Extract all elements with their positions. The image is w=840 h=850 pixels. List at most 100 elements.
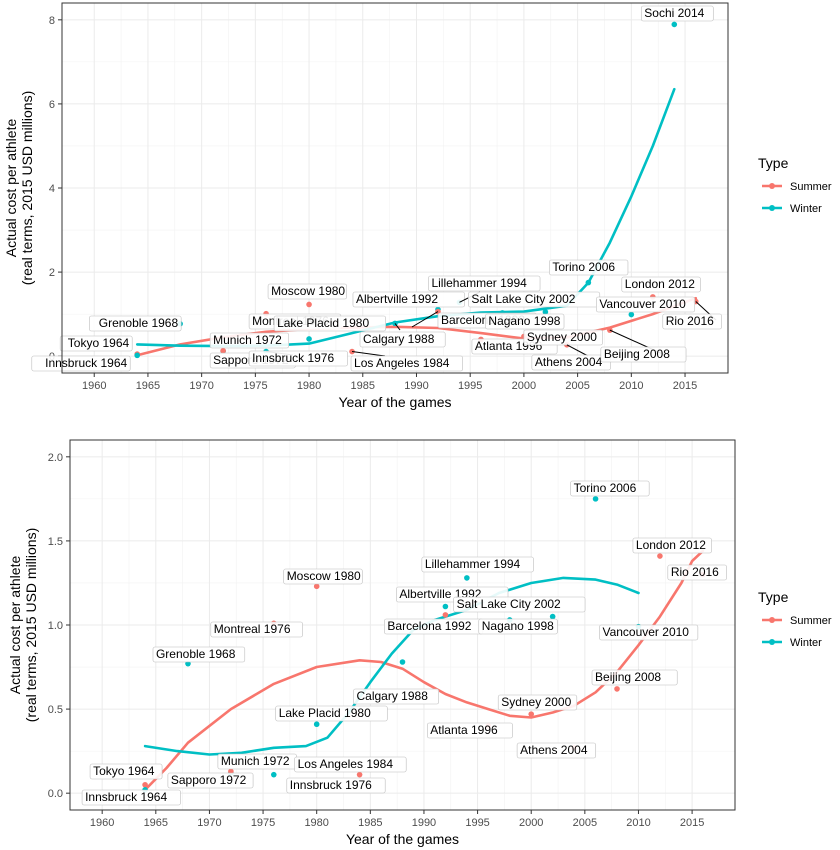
label-box-beijing-2008 [600, 346, 687, 363]
x-tick-label: 1985 [358, 817, 382, 829]
legend-label-winter: Winter [790, 637, 822, 649]
point-torino-2006 [585, 279, 592, 286]
point-label-los-angeles-1984: Los Angeles 1984 [354, 356, 450, 370]
point-label-innsbruck-1976: Innsbruck 1976 [290, 778, 372, 792]
point-label-los-angeles-1984: Los Angeles 1984 [298, 757, 394, 771]
point-label-rio-2016: Rio 2016 [666, 314, 714, 328]
point-label-torino-2006: Torino 2006 [574, 481, 637, 495]
point-label-sochi-2014: Sochi 2014 [644, 6, 704, 20]
y-tick-label: 0.0 [48, 788, 63, 800]
point-lake-placid-1980 [313, 721, 320, 728]
point-label-calgary-1988: Calgary 1988 [357, 689, 429, 703]
point-tokyo-1964 [142, 781, 148, 788]
x-tick-label: 1995 [465, 817, 489, 829]
x-tick-label: 1970 [197, 817, 221, 829]
point-label-lillehammer-1994: Lillehammer 1994 [425, 557, 521, 571]
point-london-2012 [657, 553, 663, 559]
x-axis-title: Year of the games [338, 394, 451, 410]
label-box-grenoble-1968 [89, 315, 182, 332]
point-beijing-2008 [614, 686, 620, 692]
label-box-london-2012 [632, 537, 712, 554]
legend-label-summer: Summer [790, 615, 832, 627]
point-label-vancouver-2010: Vancouver 2010 [602, 625, 689, 639]
point-label-innsbruck-1964: Innsbruck 1964 [85, 790, 167, 804]
y-axis-title-line-1: Actual cost per athlete [7, 556, 23, 695]
label-box-sapporo-1972 [167, 772, 254, 789]
x-tick-label: 1960 [82, 380, 106, 392]
x-tick-label: 2015 [680, 817, 704, 829]
leader-line-athens-2004 [566, 344, 589, 357]
label-box-munich-1972 [209, 332, 290, 349]
legend-key-point-winter [769, 639, 775, 645]
y-tick-label: 6 [49, 99, 55, 111]
label-box-beijing-2008 [591, 669, 678, 686]
y-axis-title-line-2: (real terms, 2015 USD millions) [23, 528, 39, 723]
label-box-rio-2016 [667, 564, 727, 581]
point-salt-lake-city-2002 [549, 613, 556, 620]
point-label-rio-2016: Rio 2016 [671, 565, 719, 579]
point-albertville-1992 [442, 603, 449, 610]
leader-line-los-angeles-1984 [351, 351, 386, 357]
legend-label-summer: Summer [790, 181, 832, 193]
x-tick-label: 1975 [251, 817, 275, 829]
x-tick-label: 2000 [519, 817, 543, 829]
label-box-montreal-1976 [210, 621, 303, 638]
point-lillehammer-1994 [464, 575, 470, 581]
point-label-innsbruck-1964: Innsbruck 1964 [45, 356, 127, 370]
x-tick-label: 2015 [673, 380, 697, 392]
point-label-nagano-1998: Nagano 1998 [488, 314, 560, 328]
point-label-lake-placid-1980: Lake Placid 1980 [279, 706, 371, 720]
label-box-calgary-1988 [353, 688, 439, 705]
point-label-albertville-1992: Albertville 1992 [356, 292, 438, 306]
legend-key-point-winter [769, 205, 775, 211]
y-axis-title-line-2: (real terms, 2015 USD millions) [19, 91, 35, 286]
x-tick-label: 2000 [512, 380, 536, 392]
label-box-moscow-1980 [283, 568, 363, 585]
point-lake-placid-1980 [306, 336, 312, 342]
label-box-moscow-1980 [267, 283, 347, 300]
label-box-atlanta-1996 [427, 722, 513, 739]
x-tick-label: 1965 [144, 817, 168, 829]
point-calgary-1988 [399, 659, 406, 665]
label-box-sydney-2000 [523, 329, 603, 346]
label-box-salt-lake-city-2002 [453, 596, 586, 613]
y-tick-label: 1.0 [48, 620, 63, 632]
point-label-montreal-1976: Montreal 1976 [214, 622, 291, 636]
y-tick-label: 0.5 [48, 704, 63, 716]
x-tick-label: 1995 [458, 380, 482, 392]
legend-title: Type [758, 589, 789, 605]
y-tick-label: 1.5 [48, 536, 63, 548]
point-label-lake-placid-1980: Lake Placid 1980 [277, 316, 369, 330]
point-label-athens-2004: Athens 2004 [535, 355, 603, 369]
label-box-innsbruck-1964 [31, 355, 131, 372]
smooth-line-summer [143, 549, 705, 792]
y-tick-label: 2 [49, 267, 55, 279]
point-label-grenoble-1968: Grenoble 1968 [99, 316, 179, 330]
legend-key-point-summer [769, 617, 775, 623]
point-label-sydney-2000: Sydney 2000 [527, 330, 597, 344]
point-salt-lake-city-2002 [542, 309, 549, 315]
label-box-athens-2004 [516, 742, 597, 759]
x-tick-label: 1985 [351, 380, 375, 392]
point-label-torino-2006: Torino 2006 [552, 260, 615, 274]
point-label-moscow-1980: Moscow 1980 [287, 569, 361, 583]
y-tick-label: 2.0 [48, 452, 63, 464]
point-label-salt-lake-city-2002: Salt Lake City 2002 [457, 597, 561, 611]
x-tick-label: 1980 [297, 380, 321, 392]
bottom-panel-zoomed: 1960 1965 1970 1975 1980 1985 1990 1995 2000 2005… [7, 439, 832, 847]
top-panel-full-range: 1960 1965 1970 1975 1980 1985 1990 1995 2000 2005… [3, 2, 832, 410]
label-box-vancouver-2010 [596, 296, 696, 313]
point-label-london-2012: London 2012 [636, 538, 706, 552]
label-box-sochi-2014 [640, 5, 714, 22]
label-box-athens-2004 [531, 354, 611, 371]
point-label-beijing-2008: Beijing 2008 [595, 670, 661, 684]
x-tick-label: 2005 [573, 817, 597, 829]
y-axis-title: Actual cost per athlete(real terms, 2015… [7, 528, 39, 723]
legend-key-point-summer [769, 183, 775, 189]
point-label-atlanta-1996: Atlanta 1996 [430, 723, 498, 737]
x-tick-label: 1965 [136, 380, 160, 392]
point-label-tokyo-1964: Tokyo 1964 [93, 764, 155, 778]
label-box-nagano-1998 [478, 618, 558, 635]
